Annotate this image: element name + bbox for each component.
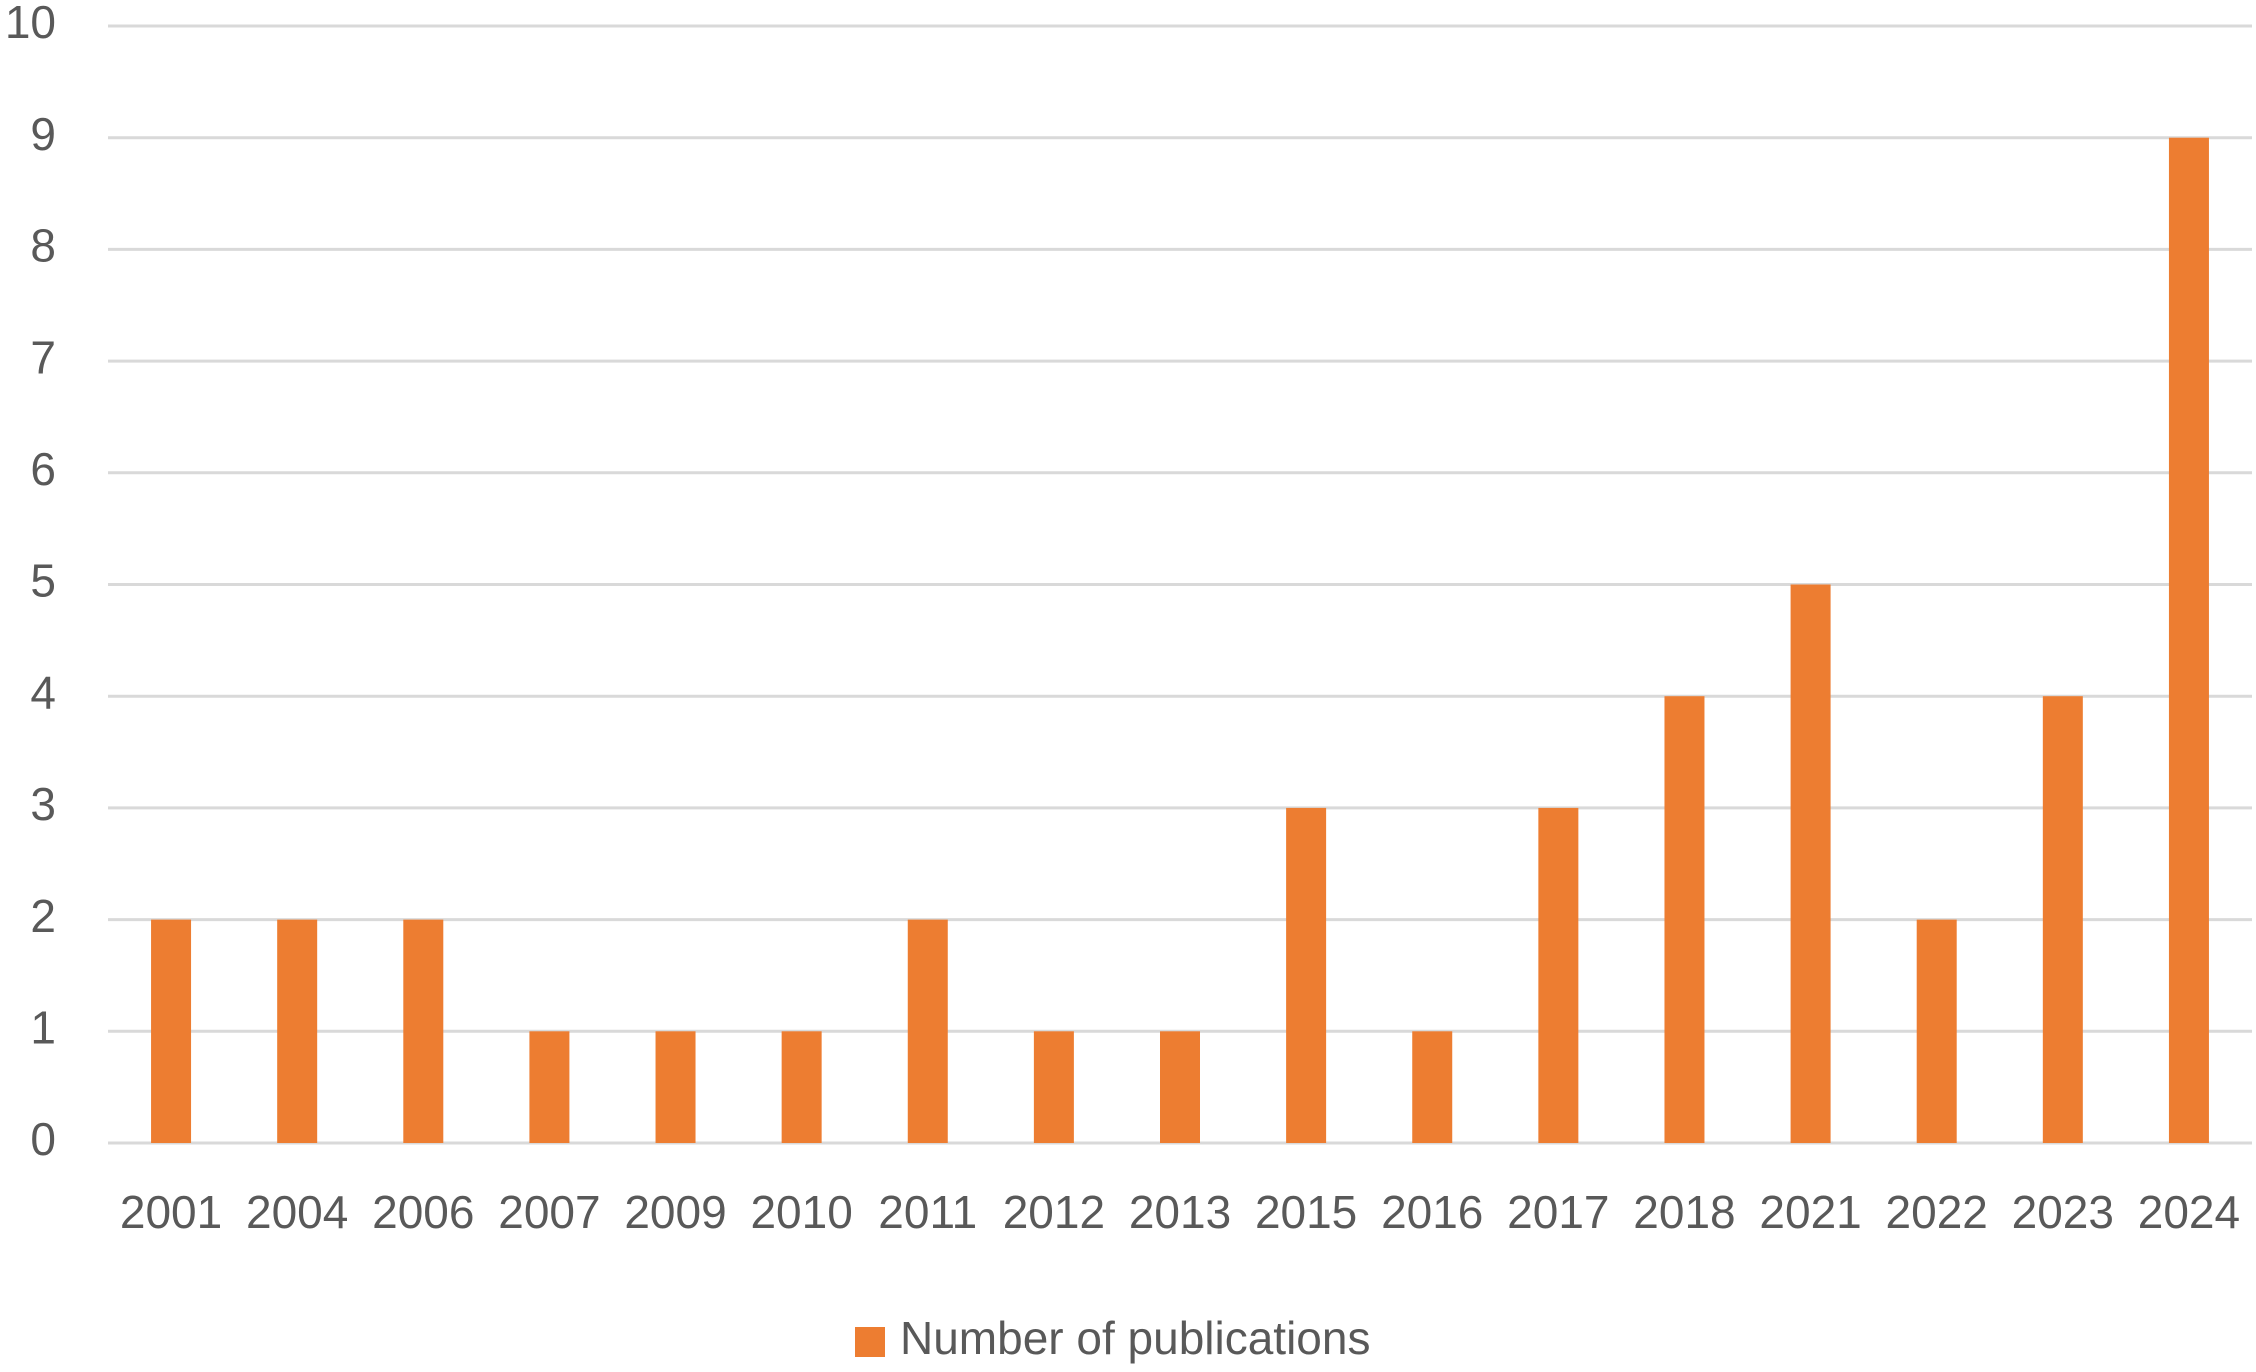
bar xyxy=(1160,1031,1200,1143)
bar xyxy=(1033,1031,1074,1143)
y-tick-label: 2 xyxy=(30,890,56,942)
bar xyxy=(151,919,192,1143)
x-tick-label: 2016 xyxy=(1381,1186,1483,1238)
bar xyxy=(1664,696,1705,1143)
legend-label: Number of publications xyxy=(900,1312,1370,1364)
bar xyxy=(1538,807,1579,1143)
y-tick-label: 5 xyxy=(30,555,56,607)
x-tick-label: 2018 xyxy=(1633,1186,1735,1238)
y-tick-label: 8 xyxy=(30,220,56,272)
bar xyxy=(529,1031,570,1143)
y-tick-label: 6 xyxy=(30,443,56,495)
y-tick-label: 9 xyxy=(30,108,56,160)
y-tick-label: 7 xyxy=(30,331,56,383)
x-tick-label: 2012 xyxy=(1003,1186,1105,1238)
bar xyxy=(403,919,444,1143)
x-tick-label: 2001 xyxy=(120,1186,222,1238)
y-tick-label: 4 xyxy=(30,666,56,718)
x-tick-label: 2017 xyxy=(1507,1186,1609,1238)
y-tick-label: 10 xyxy=(5,0,56,48)
x-tick-label: 2006 xyxy=(372,1186,474,1238)
bar xyxy=(1790,584,1831,1143)
bar xyxy=(2042,696,2083,1143)
bar xyxy=(781,1031,822,1143)
bar xyxy=(277,919,318,1143)
x-tick-label: 2023 xyxy=(2012,1186,2114,1238)
bar xyxy=(655,1031,696,1143)
x-tick-label: 2010 xyxy=(750,1186,852,1238)
legend-swatch xyxy=(855,1327,885,1357)
bar xyxy=(1286,807,1327,1143)
x-tick-label: 2011 xyxy=(878,1186,977,1238)
x-tick-label: 2022 xyxy=(1886,1186,1988,1238)
y-tick-label: 0 xyxy=(30,1113,56,1165)
bar xyxy=(1916,919,1957,1143)
bar xyxy=(907,919,948,1143)
bar xyxy=(1412,1031,1453,1143)
x-tick-label: 2021 xyxy=(1759,1186,1861,1238)
x-tick-label: 2013 xyxy=(1129,1186,1231,1238)
x-tick-label: 2009 xyxy=(624,1186,726,1238)
y-tick-label: 1 xyxy=(30,1001,56,1053)
x-tick-label: 2015 xyxy=(1255,1186,1357,1238)
x-tick-label: 2024 xyxy=(2138,1186,2240,1238)
x-tick-label: 2004 xyxy=(246,1186,348,1238)
bar xyxy=(2168,137,2209,1143)
x-tick-label: 2007 xyxy=(498,1186,600,1238)
y-tick-label: 3 xyxy=(30,778,56,830)
